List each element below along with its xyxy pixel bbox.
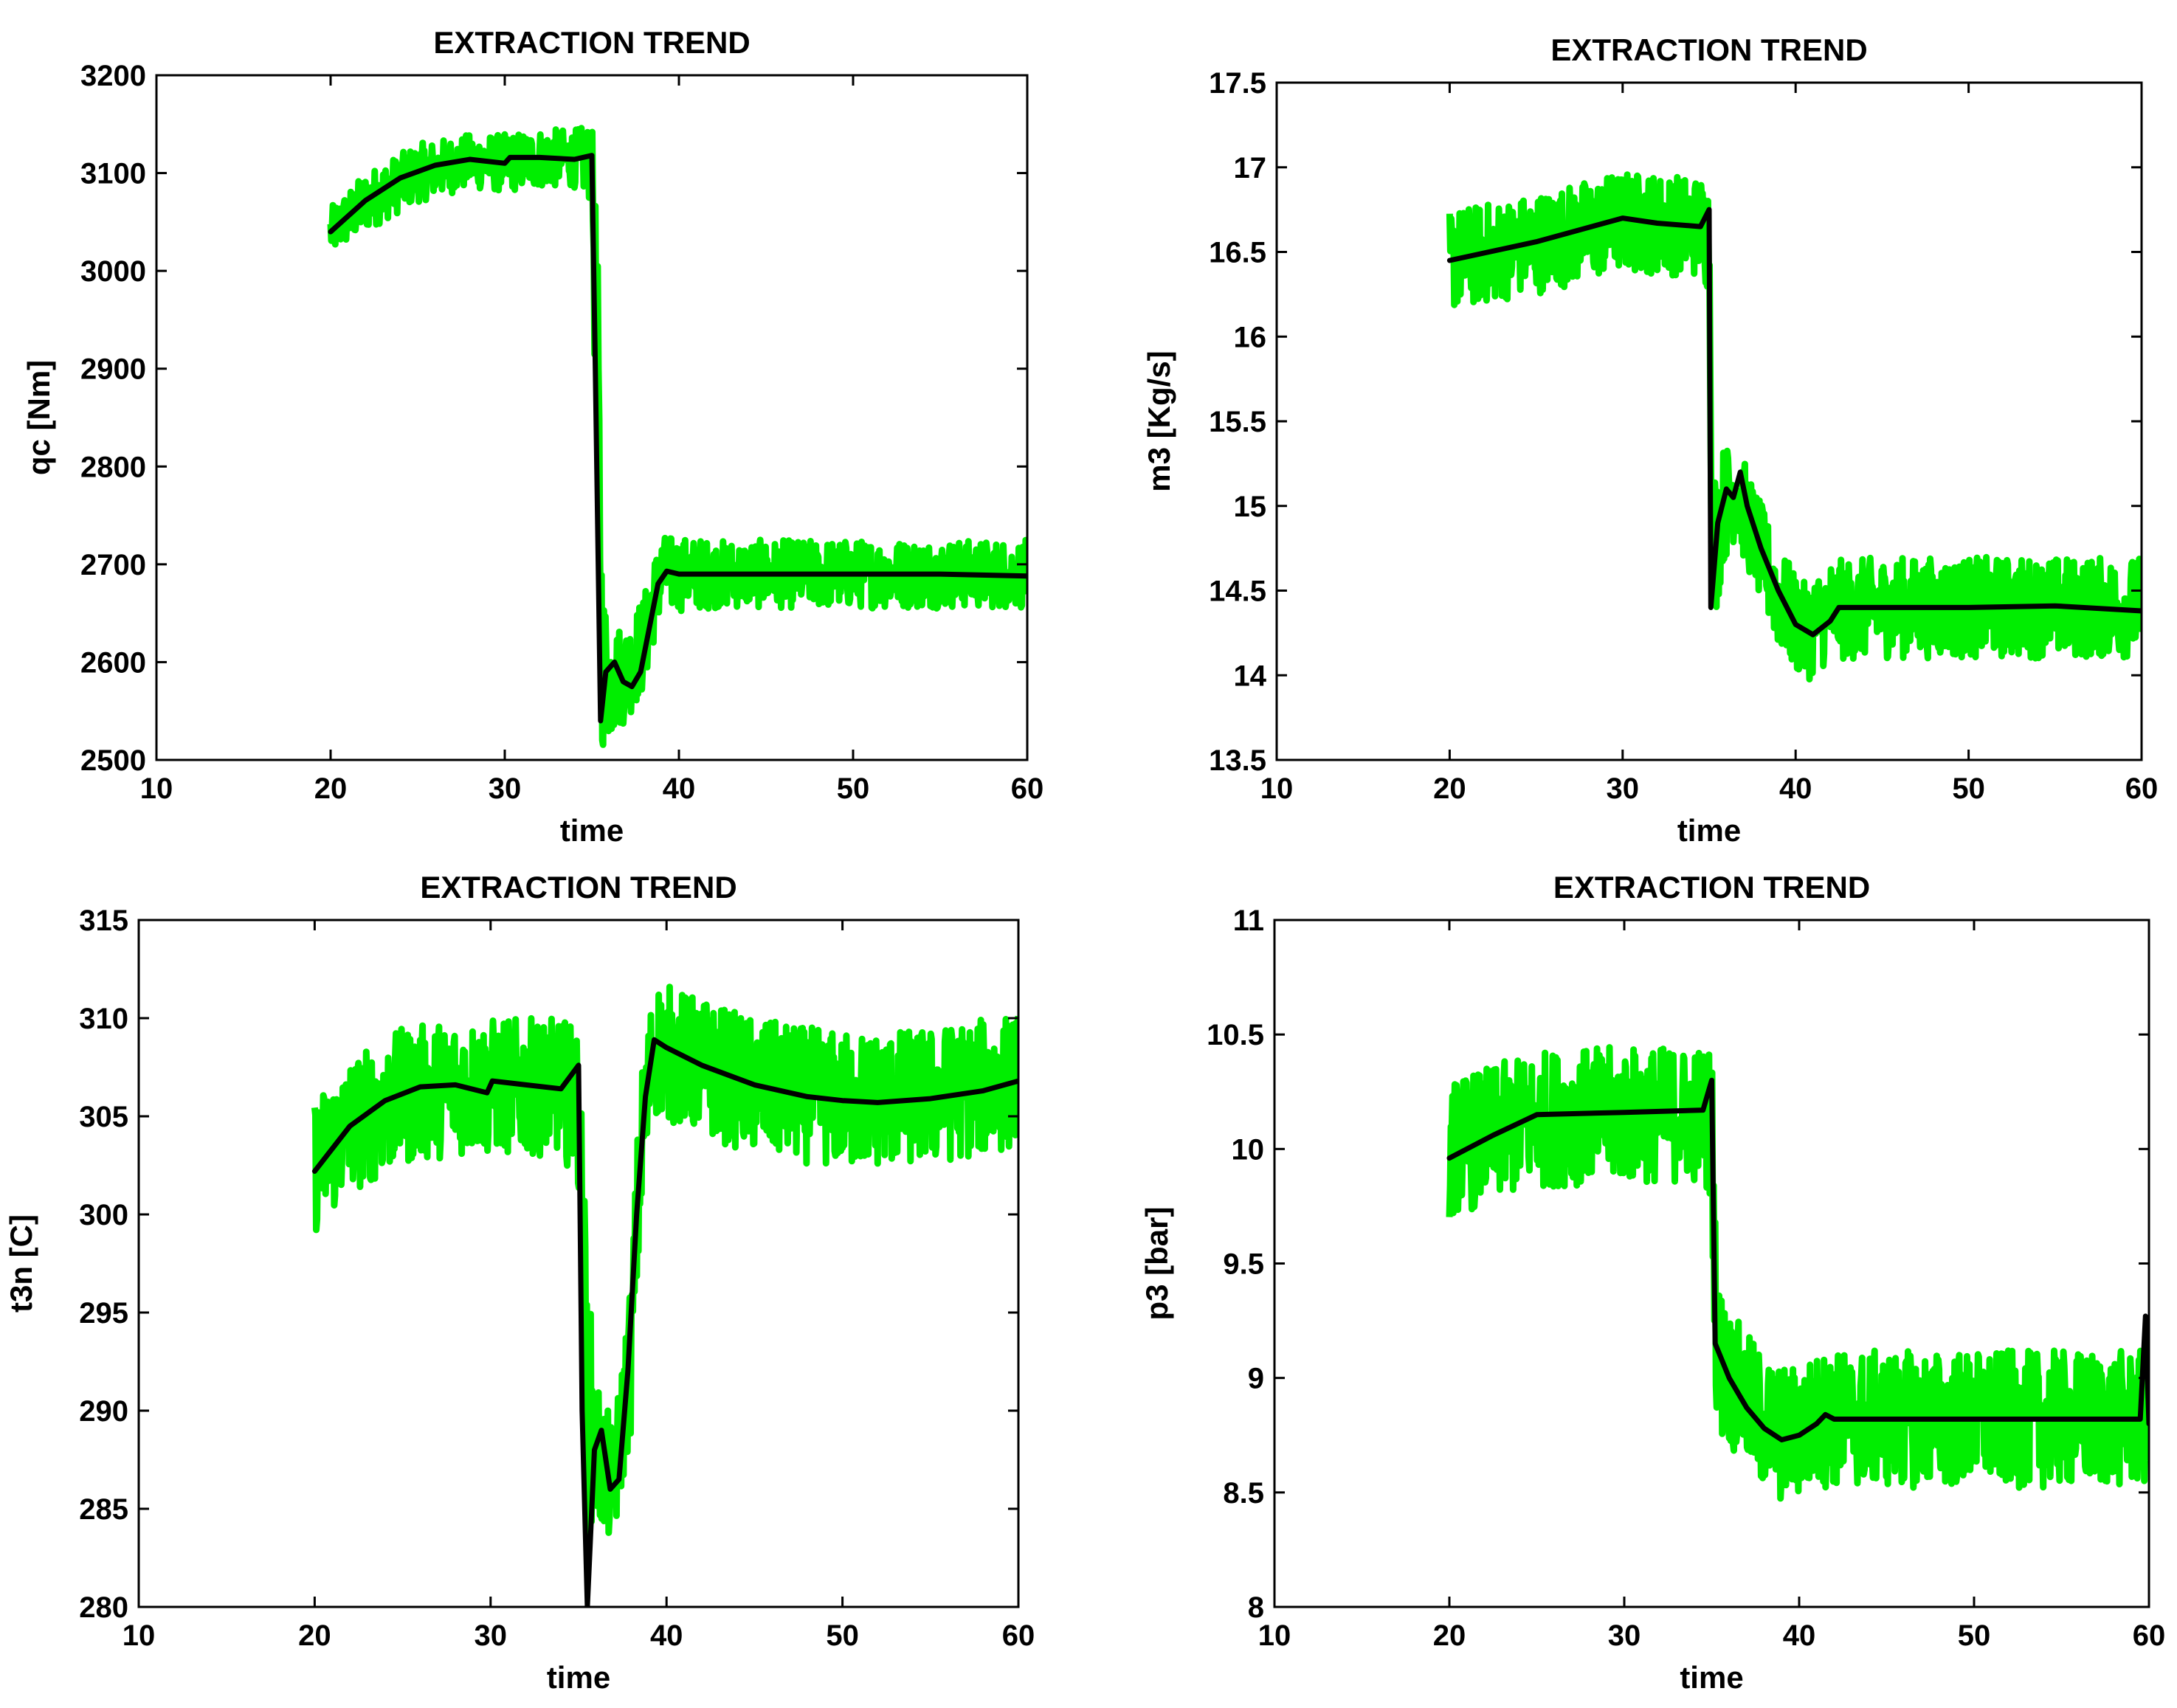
x-axis-label: time <box>547 1660 610 1695</box>
x-tick-label: 30 <box>1608 1619 1641 1652</box>
plot-frame <box>155 74 1029 761</box>
y-tick-label: 16 <box>1234 321 1267 353</box>
y-tick-label: 17 <box>1234 152 1267 184</box>
y-tick-label: 8.5 <box>1223 1477 1264 1510</box>
y-tick-label: 13.5 <box>1209 744 1266 777</box>
series-measured-line <box>311 983 1018 1549</box>
x-tick-label: 60 <box>2133 1619 2166 1652</box>
y-tick-label: 14 <box>1234 660 1267 692</box>
x-tick-label: 40 <box>1779 772 1812 805</box>
y-tick-label: 15.5 <box>1209 406 1266 438</box>
x-tick-label: 10 <box>1260 772 1294 805</box>
y-tick-label: 14.5 <box>1209 575 1266 608</box>
y-tick-label: 10.5 <box>1207 1019 1264 1051</box>
y-tick-label: 11 <box>1233 905 1264 937</box>
y-tick-label: 10 <box>1232 1133 1265 1166</box>
x-tick-label: 50 <box>826 1619 859 1652</box>
x-tick-label: 10 <box>1258 1619 1291 1652</box>
y-tick-label: 9.5 <box>1223 1248 1264 1281</box>
plot-series-group <box>1446 1044 2149 1502</box>
y-tick-label: 2700 <box>80 549 146 581</box>
y-tick-label: 17.5 <box>1209 67 1266 100</box>
plot-series-group <box>311 983 1018 1607</box>
y-tick-label: 300 <box>79 1199 128 1231</box>
y-tick-label: 8 <box>1248 1591 1264 1624</box>
x-tick-label: 20 <box>314 772 348 805</box>
plot-frame <box>137 919 1020 1608</box>
y-tick-label: 310 <box>79 1003 128 1035</box>
plot-series-group <box>327 125 1027 748</box>
x-tick-label: 10 <box>123 1619 156 1652</box>
x-tick-label: 60 <box>1002 1619 1035 1652</box>
x-tick-label: 20 <box>1433 772 1466 805</box>
plot-series-group <box>1446 171 2142 682</box>
x-tick-label: 50 <box>837 772 870 805</box>
x-tick-label: 40 <box>663 772 696 805</box>
chart-title: EXTRACTION TREND <box>420 870 736 905</box>
y-tick-label: 16.5 <box>1209 237 1266 269</box>
y-tick-label: 315 <box>79 905 128 937</box>
x-tick-label: 40 <box>650 1619 683 1652</box>
series-filtered-line <box>311 1037 1018 1607</box>
x-tick-label: 40 <box>1783 1619 1816 1652</box>
x-tick-label: 30 <box>1607 772 1640 805</box>
x-tick-label: 20 <box>298 1619 331 1652</box>
series-measured-line <box>1446 1044 2149 1502</box>
x-tick-label: 50 <box>1958 1619 1991 1652</box>
y-tick-label: 305 <box>79 1101 128 1133</box>
x-axis-label: time <box>560 813 624 848</box>
x-tick-label: 10 <box>140 772 173 805</box>
series-filtered-line <box>328 153 1027 724</box>
chart-panel-3: 10 20 30 40 50 60 280 285 290 295 300 305 310 315 EXTR… <box>4 870 1035 1695</box>
x-tick-label: 20 <box>1433 1619 1466 1652</box>
series-filtered-line <box>1446 207 2142 637</box>
y-axis-label: qc [Nm] <box>21 360 56 475</box>
x-tick-label: 30 <box>489 772 522 805</box>
y-axis-label: p3 [bar] <box>1139 1206 1174 1320</box>
y-tick-label: 2800 <box>80 451 146 483</box>
y-tick-label: 9 <box>1248 1363 1264 1395</box>
chart-title: EXTRACTION TREND <box>1550 32 1867 67</box>
chart-title: EXTRACTION TREND <box>1553 870 1870 905</box>
y-axis-label: t3n [C] <box>4 1214 38 1313</box>
y-tick-label: 2500 <box>80 744 146 777</box>
chart-panel-4: 10 20 30 40 50 60 8 8.5 9 9.5 10 10.5 11 EXTRACTION T… <box>1139 870 2165 1695</box>
x-axis-label: time <box>1680 1660 1743 1695</box>
y-tick-label: 3100 <box>80 158 146 190</box>
x-tick-label: 60 <box>1011 772 1044 805</box>
x-axis-label: time <box>1677 813 1741 848</box>
y-tick-label: 295 <box>79 1297 128 1330</box>
y-tick-label: 2900 <box>80 353 146 386</box>
x-tick-label: 60 <box>2125 772 2159 805</box>
y-tick-label: 3000 <box>80 255 146 288</box>
y-axis-label: m3 [Kg/s] <box>1142 350 1176 491</box>
series-filtered-line <box>1446 1077 2149 1442</box>
y-tick-label: 290 <box>79 1395 128 1428</box>
x-tick-label: 30 <box>475 1619 508 1652</box>
y-tick-label: 15 <box>1234 491 1267 523</box>
y-tick-label: 2600 <box>80 646 146 679</box>
chart-panel-1: 10 20 30 40 50 60 2500 2600 2700 2800 2900 3000 3100… <box>21 25 1043 848</box>
x-tick-label: 50 <box>1952 772 1985 805</box>
chart-title: EXTRACTION TREND <box>433 25 750 60</box>
y-tick-label: 3200 <box>80 60 146 92</box>
series-measured-line <box>327 125 1027 748</box>
y-tick-label: 280 <box>79 1591 128 1624</box>
chart-panel-2: 10 20 30 40 50 60 13.5 14 14.5 15 15.5 16 16.5 17 17.5… <box>1142 32 2158 848</box>
y-tick-label: 285 <box>79 1493 128 1526</box>
